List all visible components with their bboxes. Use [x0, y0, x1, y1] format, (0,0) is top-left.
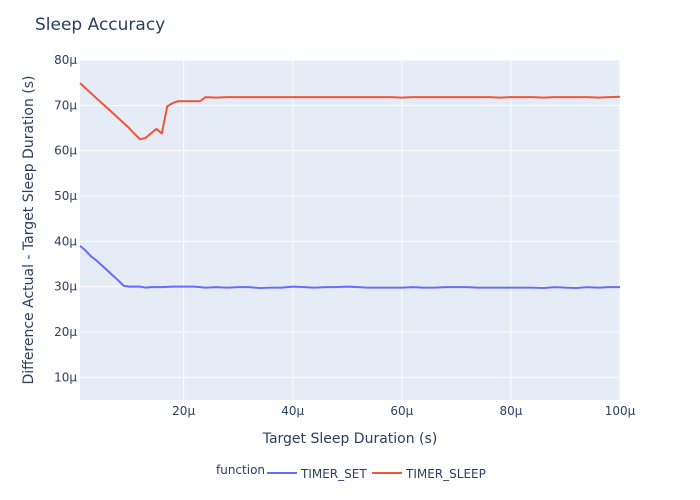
y-tick-label: 40μ	[54, 234, 77, 248]
y-tick-label: 80μ	[54, 53, 77, 67]
legend-label: TIMER_SLEEP	[405, 467, 486, 481]
chart-title: Sleep Accuracy	[35, 15, 165, 35]
series-lines	[79, 82, 621, 290]
y-tick-label: 20μ	[54, 325, 77, 339]
legend-item-timer-set[interactable]: TIMER_SET	[267, 467, 367, 481]
y-tick-label: 30μ	[54, 280, 77, 294]
y-tick-label: 50μ	[54, 189, 77, 203]
legend-label: TIMER_SET	[300, 467, 367, 481]
plot-area	[80, 60, 620, 400]
x-tick-label: 100μ	[605, 404, 636, 418]
x-tick-label: 80μ	[499, 404, 522, 418]
y-axis-ticks: 10μ 20μ 30μ 40μ 50μ 60μ 70μ 80μ	[54, 53, 77, 384]
y-axis-label: Difference Actual - Target Sleep Duratio…	[21, 75, 37, 384]
x-axis-ticks: 20μ 40μ 60μ 80μ 100μ	[172, 404, 635, 418]
x-tick-label: 60μ	[390, 404, 413, 418]
y-tick-label: 70μ	[54, 98, 77, 112]
series-line-timer-set	[79, 245, 620, 290]
y-tick-label: 60μ	[54, 144, 77, 158]
series-line-timer-sleep	[79, 82, 621, 141]
legend-title: function	[216, 463, 265, 477]
legend[interactable]: function TIMER_SET TIMER_SLEEP	[216, 463, 486, 481]
x-tick-label: 20μ	[172, 404, 195, 418]
y-tick-label: 10μ	[54, 370, 77, 384]
legend-item-timer-sleep[interactable]: TIMER_SLEEP	[372, 467, 486, 481]
x-tick-label: 40μ	[281, 404, 304, 418]
x-axis-label: Target Sleep Duration (s)	[262, 431, 438, 447]
